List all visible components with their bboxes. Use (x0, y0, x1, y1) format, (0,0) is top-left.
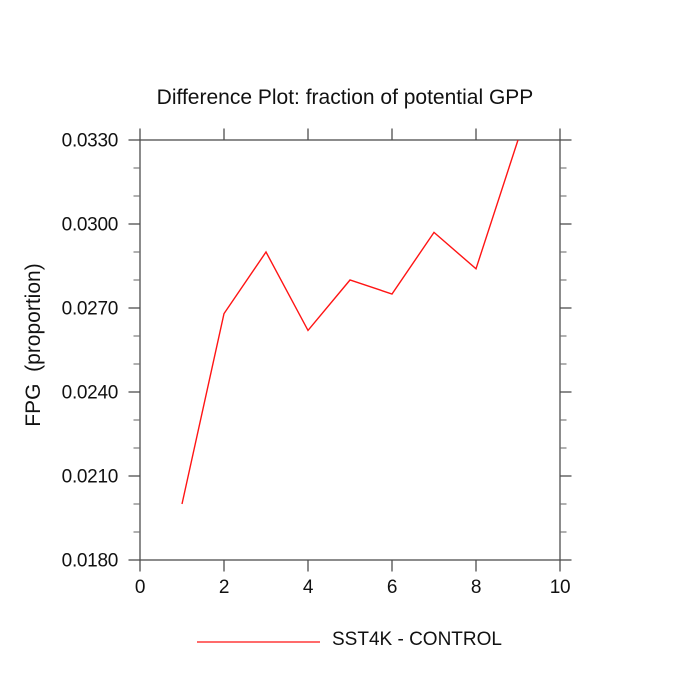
y-tick-label: 0.0300 (62, 215, 118, 236)
y-tick-label: 0.0330 (62, 131, 118, 152)
legend: SST4K - CONTROL (0, 628, 700, 656)
x-tick-label: 8 (471, 577, 481, 598)
legend-line-swatch (197, 641, 320, 643)
chart-title: Difference Plot: fraction of potential G… (156, 86, 534, 109)
data-series-line (181, 139, 519, 505)
x-tick-label: 0 (135, 577, 145, 598)
y-tick-label: 0.0270 (62, 299, 118, 320)
y-tick-label: 0.0180 (62, 551, 118, 572)
y-tick-label: 0.0210 (62, 467, 118, 488)
y-tick-label: 0.0240 (62, 383, 118, 404)
x-tick-label: 6 (387, 577, 397, 598)
x-tick-label: 2 (219, 577, 229, 598)
legend-label: SST4K - CONTROL (332, 629, 502, 650)
x-tick-label: 10 (550, 577, 571, 598)
x-tick-label: 4 (303, 577, 314, 598)
plot-frame (139, 139, 561, 561)
